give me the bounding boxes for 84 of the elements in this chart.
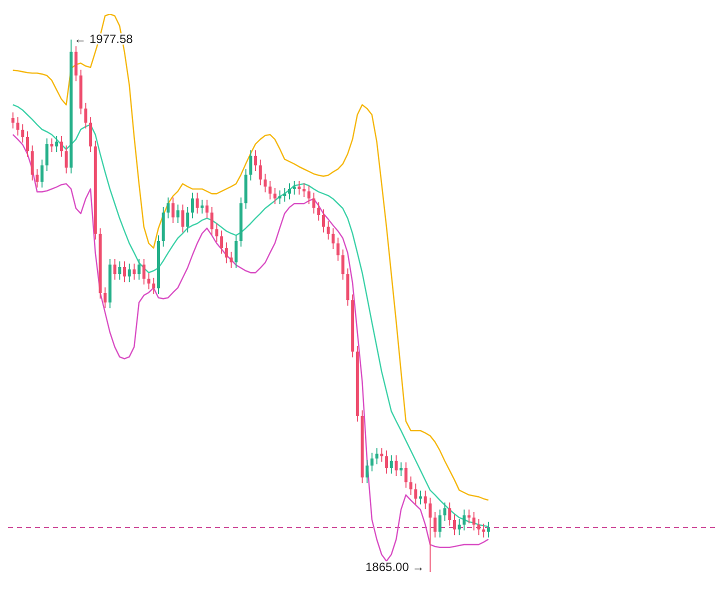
candlestick bbox=[482, 523, 486, 538]
candlestick bbox=[128, 263, 131, 283]
candlestick bbox=[332, 228, 335, 250]
candlestick bbox=[428, 497, 432, 572]
candlestick bbox=[341, 248, 344, 280]
candlestick bbox=[302, 182, 306, 198]
candlestick bbox=[404, 462, 408, 488]
candlestick bbox=[394, 454, 398, 477]
candlestick bbox=[113, 258, 116, 280]
candlestick bbox=[385, 450, 388, 474]
candlestick bbox=[132, 263, 136, 280]
candlestick bbox=[152, 277, 156, 294]
candlestick bbox=[84, 102, 88, 129]
candlestick bbox=[104, 286, 107, 309]
candlestick bbox=[448, 502, 452, 526]
candlestick bbox=[443, 502, 446, 522]
candlestick bbox=[45, 138, 48, 172]
candlestick bbox=[472, 511, 476, 531]
candlestick bbox=[166, 196, 170, 219]
candlestick bbox=[438, 509, 442, 538]
annotation: 1865.00 → bbox=[366, 560, 424, 574]
candlestick bbox=[142, 258, 146, 285]
candlestick bbox=[307, 185, 310, 205]
candlestick bbox=[273, 188, 276, 205]
candlestick bbox=[26, 130, 29, 158]
candlestick bbox=[196, 192, 199, 214]
candlestick bbox=[147, 272, 150, 290]
candlestick bbox=[292, 180, 296, 196]
candlestick bbox=[264, 173, 267, 193]
candlestick bbox=[322, 208, 325, 233]
candlestick bbox=[206, 199, 209, 219]
candlestick bbox=[64, 144, 68, 174]
candlestick bbox=[462, 509, 466, 531]
candlestick bbox=[452, 514, 456, 536]
candlestick bbox=[288, 182, 292, 200]
candlestick bbox=[400, 462, 403, 477]
candlestick bbox=[138, 258, 141, 280]
candlestick bbox=[172, 196, 175, 224]
candlestick bbox=[89, 116, 92, 153]
candlestick bbox=[414, 483, 418, 505]
candlestick bbox=[11, 112, 14, 129]
candlestick bbox=[254, 150, 258, 172]
candlestick bbox=[123, 260, 126, 283]
candlestick bbox=[249, 150, 252, 181]
candlestick bbox=[200, 199, 204, 214]
candlestick bbox=[278, 190, 282, 205]
candlestick bbox=[181, 204, 184, 233]
candlestick bbox=[336, 237, 340, 262]
candlestick bbox=[50, 138, 54, 153]
candlestick bbox=[268, 180, 272, 200]
candlestick bbox=[298, 180, 301, 196]
candlestick bbox=[486, 521, 490, 538]
candlestick bbox=[234, 234, 238, 268]
candlestick bbox=[16, 116, 20, 136]
candlestick bbox=[434, 511, 437, 538]
candlestick bbox=[312, 192, 316, 214]
candlestick bbox=[118, 260, 122, 280]
candlestick bbox=[210, 206, 214, 236]
candlestick bbox=[390, 454, 393, 474]
candlestick bbox=[370, 452, 374, 472]
candlestick bbox=[477, 518, 480, 536]
candlestick bbox=[40, 159, 44, 188]
candlestick bbox=[36, 168, 39, 188]
candlestick bbox=[283, 188, 286, 202]
candlestick bbox=[215, 222, 218, 242]
candlestick bbox=[220, 230, 224, 254]
candlestick bbox=[21, 124, 24, 144]
candlestick bbox=[409, 476, 412, 496]
candlestick bbox=[60, 136, 63, 158]
candlestick bbox=[375, 448, 378, 465]
candlestick bbox=[258, 159, 262, 186]
candlestick bbox=[74, 46, 78, 82]
candlestick bbox=[30, 144, 34, 181]
candlestick bbox=[55, 136, 58, 153]
candlestick bbox=[317, 202, 320, 222]
candlestick bbox=[366, 459, 369, 484]
candlestick bbox=[326, 220, 330, 240]
candlestick bbox=[186, 206, 190, 233]
candlestick bbox=[224, 242, 228, 264]
candlestick bbox=[424, 490, 427, 510]
candlestick bbox=[458, 518, 461, 536]
candlestick bbox=[230, 251, 233, 268]
candlestick bbox=[176, 204, 180, 224]
candlestick bbox=[190, 192, 194, 219]
